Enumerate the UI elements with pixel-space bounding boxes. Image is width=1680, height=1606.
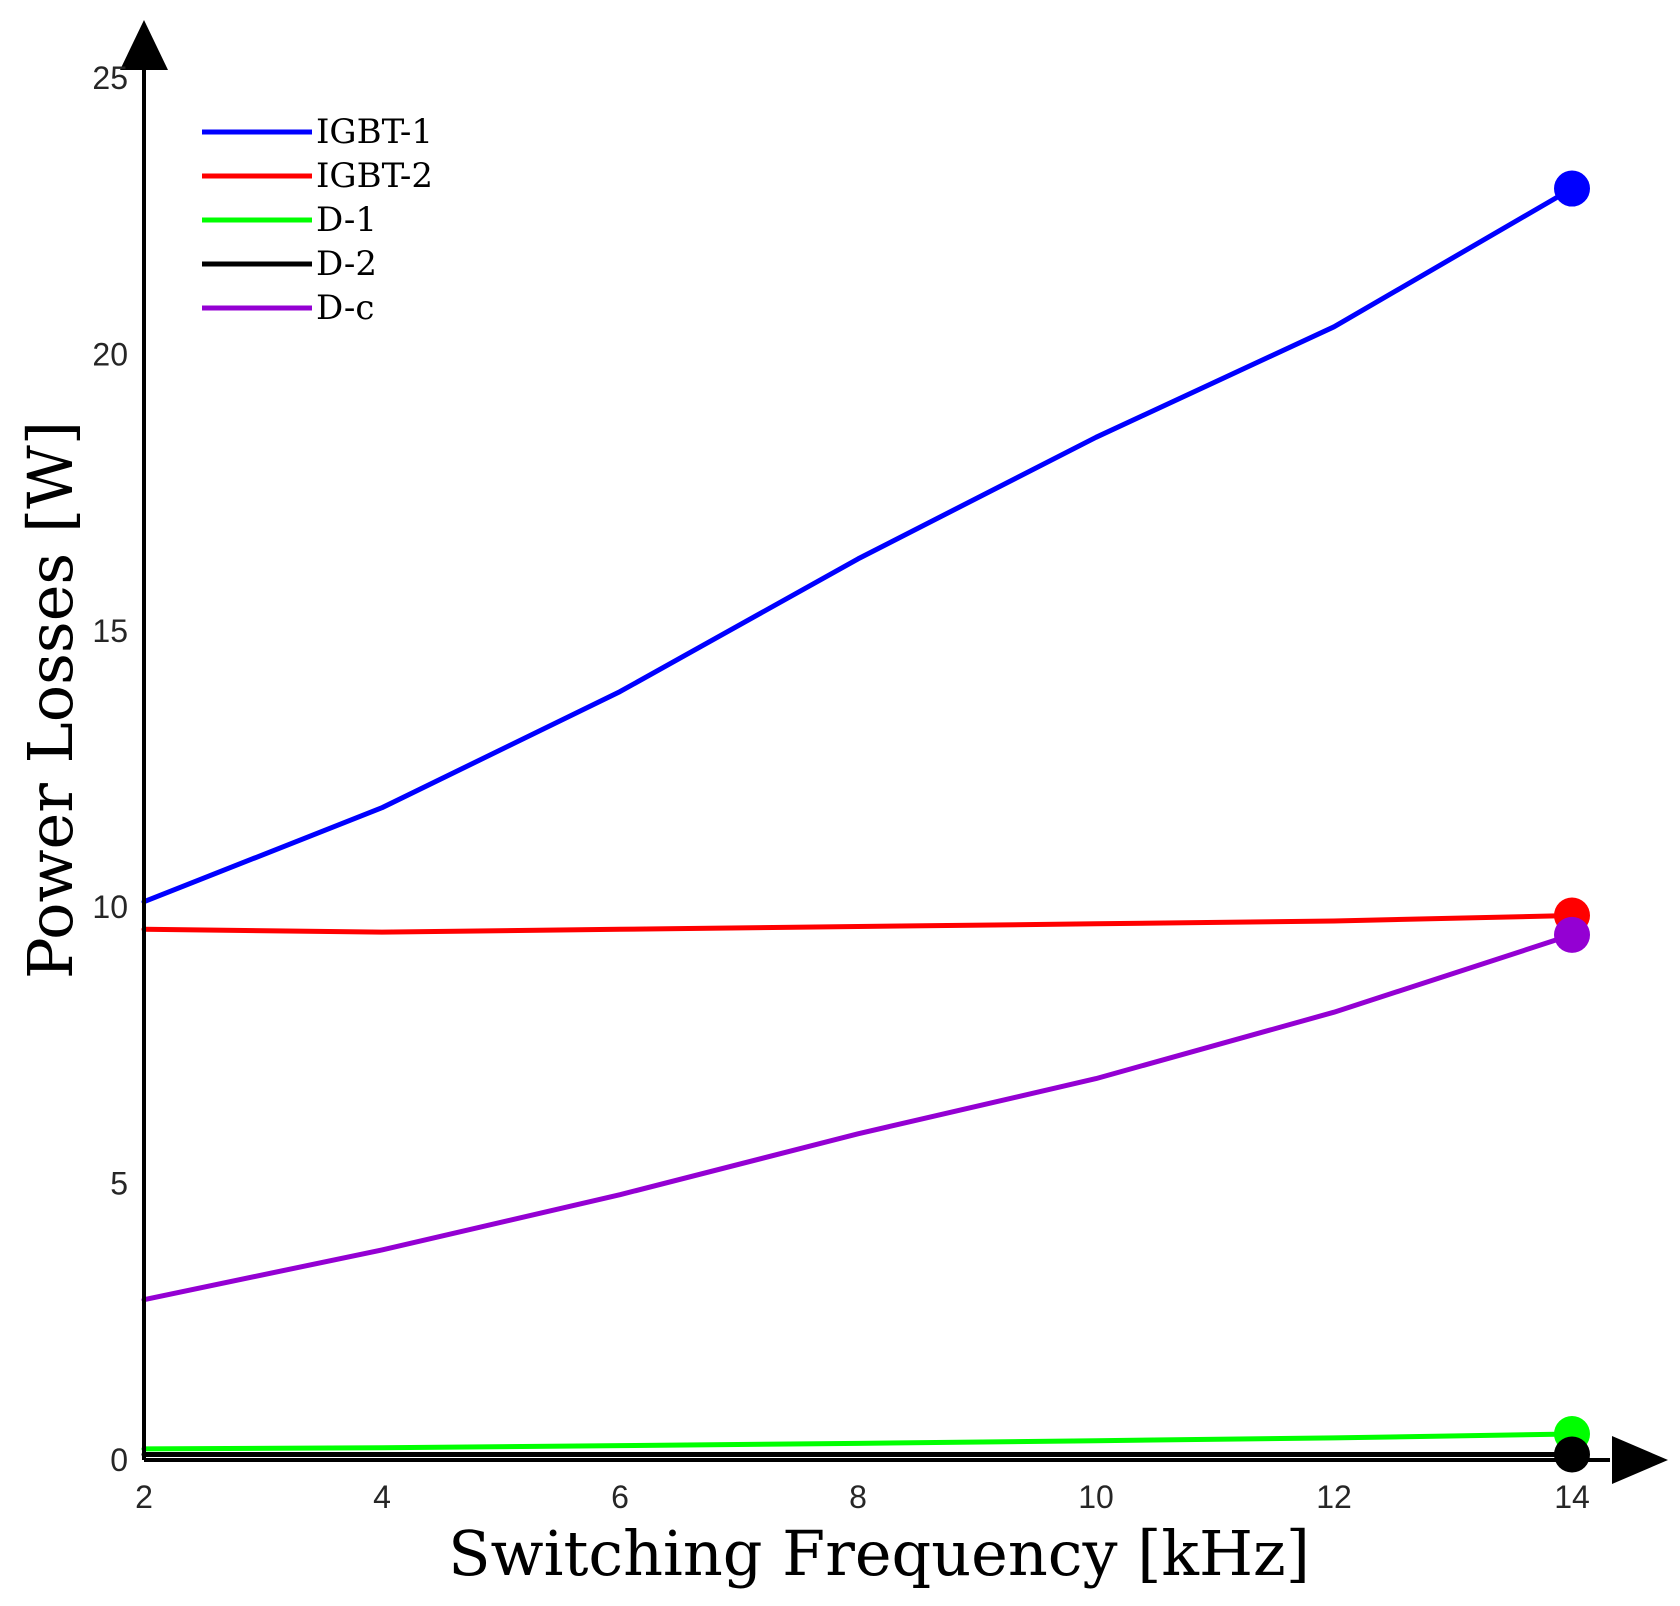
y-tick-labels: 0 5 10 15 20 25 <box>92 60 128 1478</box>
series-line-igbt-2 <box>141 913 1575 935</box>
legend-label-d-2: D-2 <box>316 244 377 284</box>
x-axis-title: Switching Frequency [kHz] <box>448 1517 1310 1590</box>
legend-label-igbt-2: IGBT-2 <box>316 156 433 196</box>
y-tick-label: 25 <box>92 60 128 96</box>
end-marker-igbt-1 <box>1554 170 1590 207</box>
x-tick-labels: 2 4 6 8 10 12 14 <box>135 1479 1590 1515</box>
legend-label-d-c: D-c <box>316 288 374 328</box>
series-layer <box>141 186 1575 1457</box>
y-tick-label: 15 <box>92 613 128 649</box>
legend-label-igbt-1: IGBT-1 <box>316 112 433 152</box>
y-tick-label: 20 <box>92 336 128 372</box>
end-marker-layer <box>1554 170 1590 1473</box>
x-tick-label: 12 <box>1316 1479 1352 1515</box>
x-tick-label: 8 <box>849 1479 867 1515</box>
x-tick-label: 14 <box>1554 1479 1590 1515</box>
axes <box>120 20 1668 1484</box>
series-line-d-c <box>141 932 1575 1303</box>
y-tick-label: 5 <box>110 1166 128 1202</box>
series-line-igbt-1 <box>141 186 1575 905</box>
end-marker-d-c <box>1554 916 1590 953</box>
y-tick-label: 0 <box>110 1442 128 1478</box>
x-axis-arrow <box>1612 1436 1668 1484</box>
y-tick-label: 10 <box>92 889 128 925</box>
series-line-d-1 <box>141 1431 1575 1452</box>
x-tick-label: 4 <box>373 1479 391 1515</box>
legend-label-d-1: D-1 <box>316 200 377 240</box>
x-tick-label: 6 <box>611 1479 629 1515</box>
y-axis-title: Power Losses [W] <box>14 421 87 979</box>
y-axis-arrow <box>120 20 168 70</box>
end-marker-d-2 <box>1554 1436 1590 1473</box>
x-tick-label: 2 <box>135 1479 153 1515</box>
x-tick-label: 10 <box>1078 1479 1114 1515</box>
